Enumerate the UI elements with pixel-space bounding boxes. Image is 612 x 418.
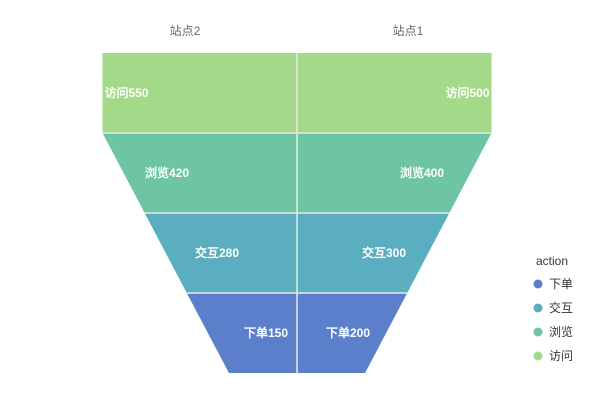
site-label-right: 站点1 xyxy=(393,24,424,38)
segment-label-right-1: 浏览400 xyxy=(400,165,444,180)
segment-label-left-1: 浏览420 xyxy=(145,165,189,180)
segment-label-right-0: 访问500 xyxy=(445,85,489,100)
funnel-segment-left-1 xyxy=(102,133,297,213)
funnel-segment-right-3 xyxy=(297,293,408,373)
legend-label-2: 浏览 xyxy=(549,324,573,339)
funnel-segments xyxy=(102,53,492,373)
legend-marker-0 xyxy=(533,279,543,289)
site-label-left: 站点2 xyxy=(170,24,201,38)
segment-label-right-2: 交互300 xyxy=(362,245,406,260)
segment-dividers xyxy=(102,53,492,373)
legend-label-3: 访问 xyxy=(549,349,573,363)
legend-title: action xyxy=(536,254,568,268)
funnel-segment-right-2 xyxy=(297,213,450,293)
segment-labels: 访问550 访问500 浏览420 浏览400 交互280 交互300 下单150 下单200 xyxy=(105,85,490,340)
segment-label-left-0: 访问550 xyxy=(105,85,149,100)
legend-marker-2 xyxy=(533,327,543,337)
segment-label-left-2: 交互280 xyxy=(195,245,239,260)
legend-marker-3 xyxy=(533,351,543,361)
segment-label-right-3: 下单200 xyxy=(326,325,370,340)
funnel-segment-right-0 xyxy=(297,53,492,133)
legend-marker-1 xyxy=(533,303,543,313)
funnel-segment-left-2 xyxy=(144,213,297,293)
legend-label-1: 交互 xyxy=(549,300,573,315)
legend-label-0: 下单 xyxy=(549,277,573,291)
funnel-segment-right-1 xyxy=(297,133,492,213)
funnel-segment-left-0 xyxy=(102,53,297,133)
funnel-segment-left-3 xyxy=(186,293,297,373)
segment-label-left-3: 下单150 xyxy=(244,325,288,340)
